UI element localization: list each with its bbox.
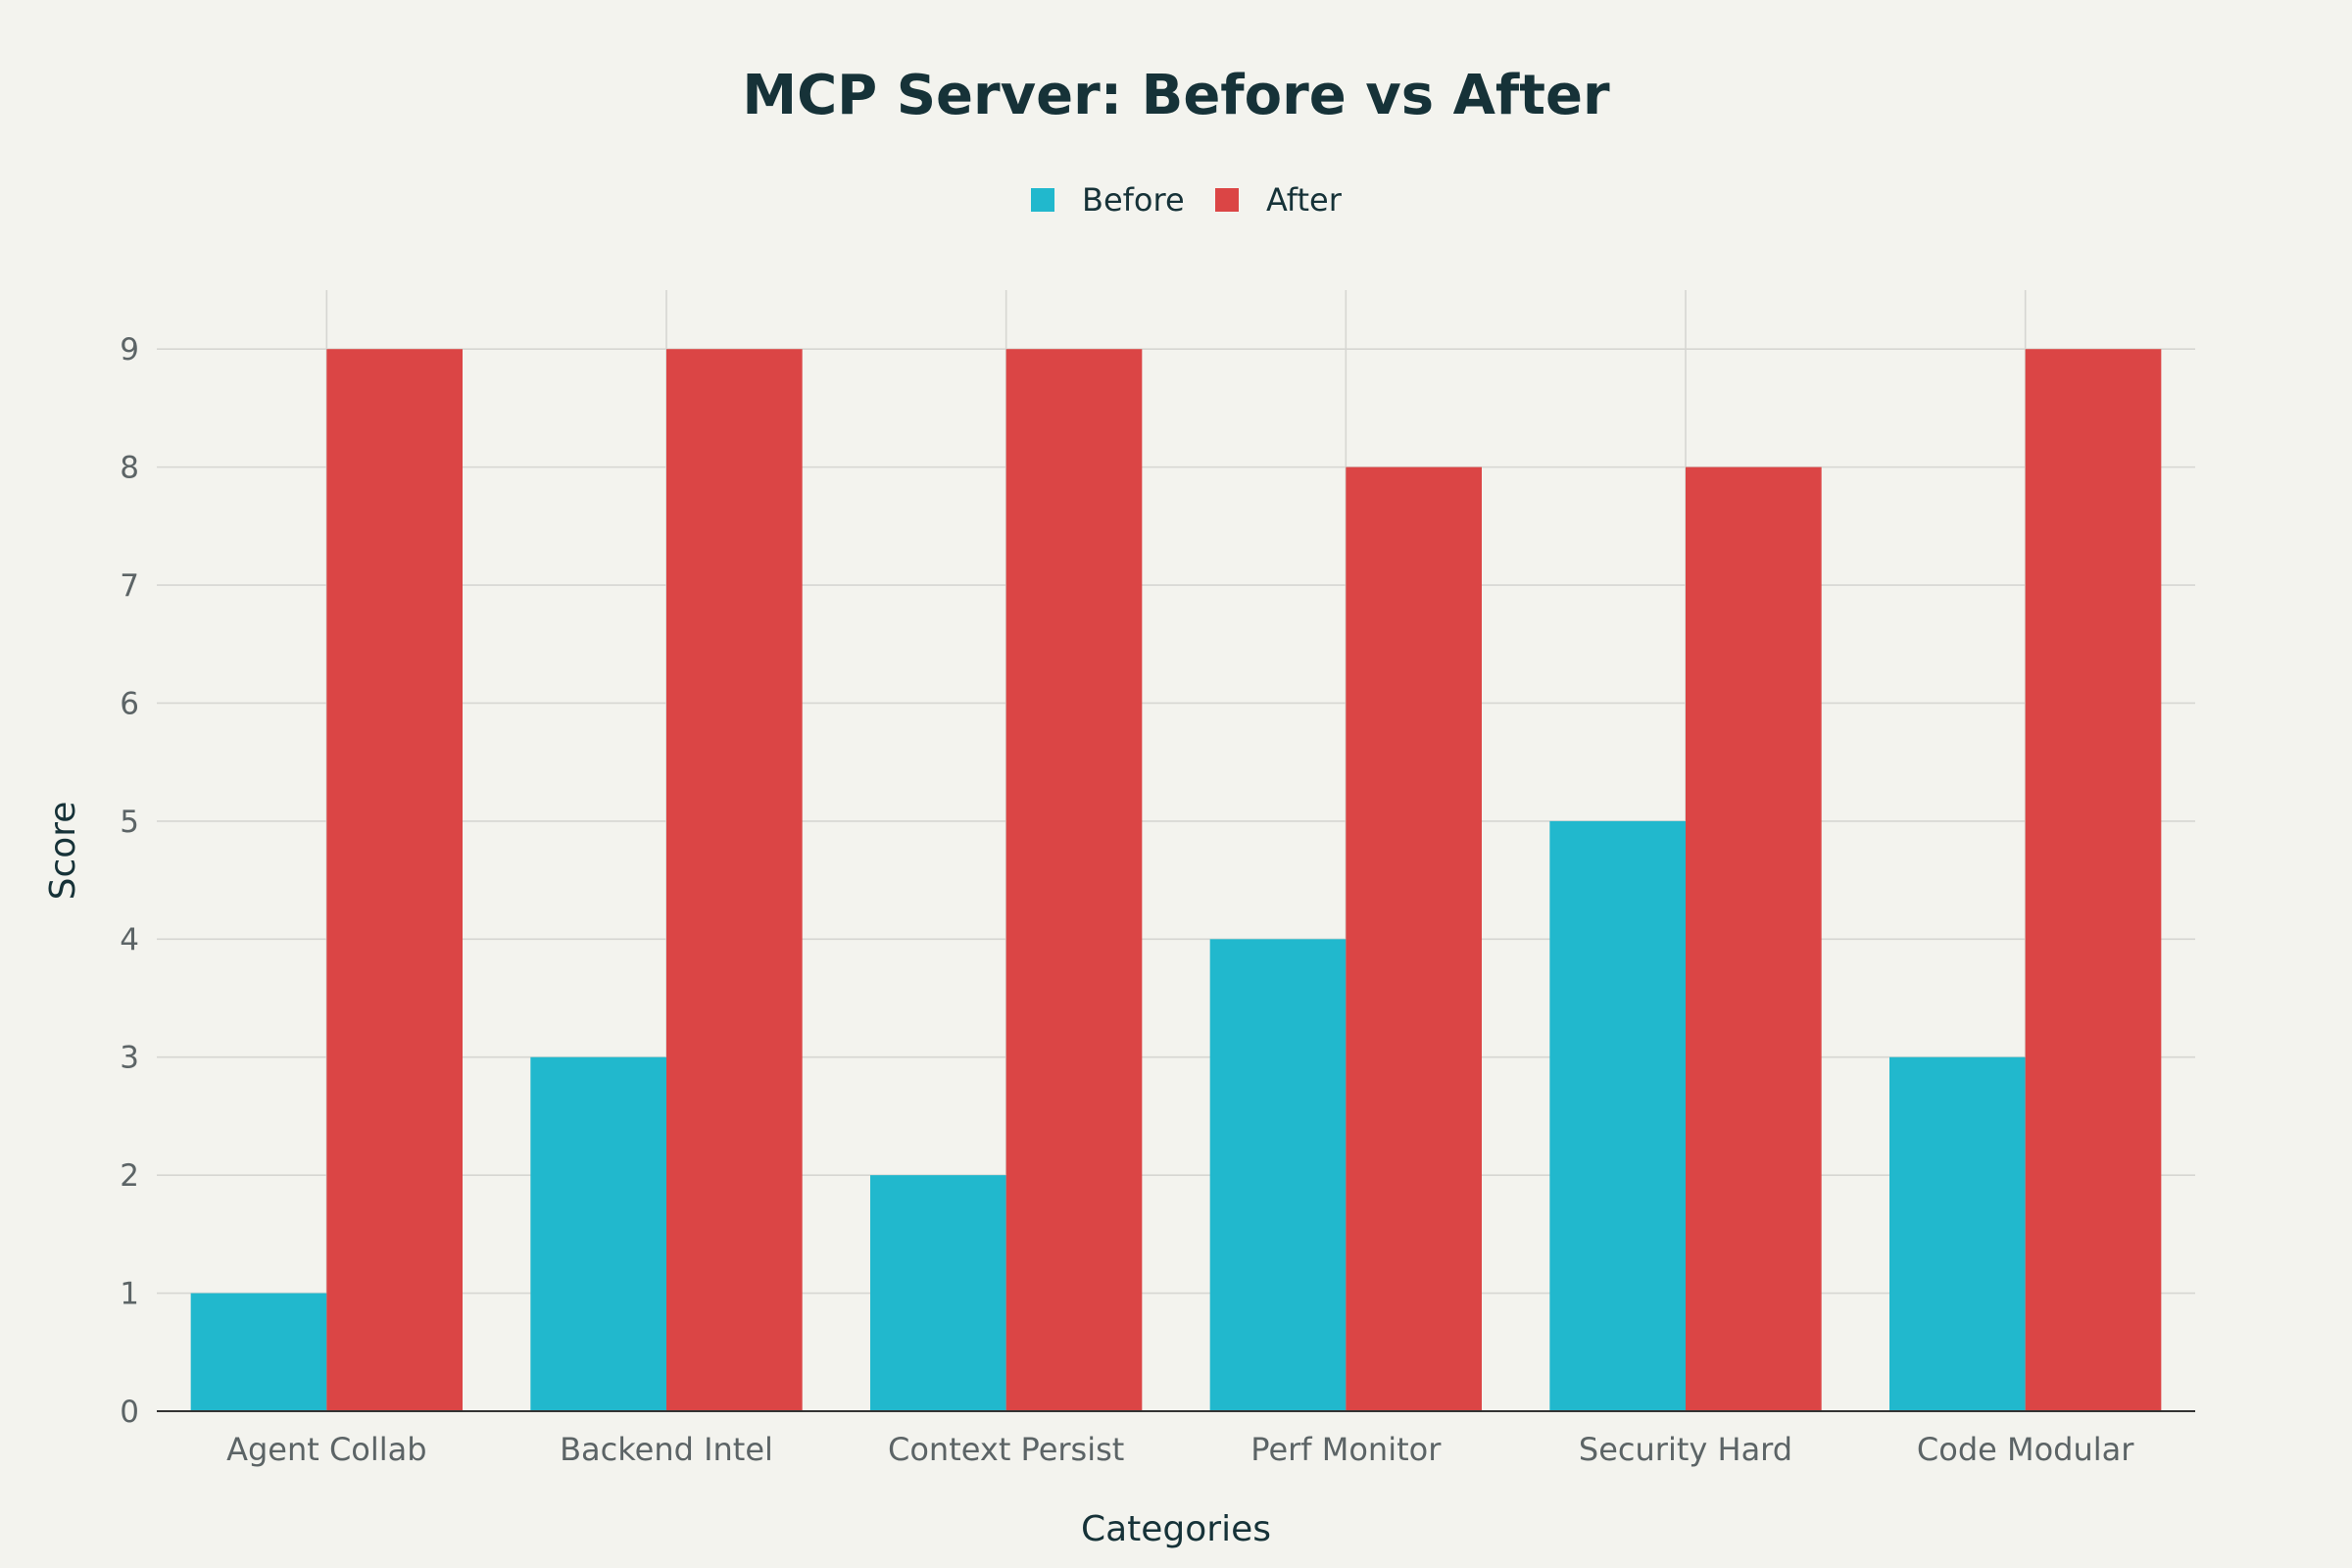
y-tick-label: 4 [120, 922, 139, 957]
bars [190, 349, 2162, 1411]
y-tick-label: 0 [120, 1395, 139, 1430]
y-axis-title: Score [43, 802, 83, 901]
bar-after-context-persist [1005, 349, 1143, 1411]
legend: Before After [1031, 181, 1343, 219]
y-tick-label: 5 [120, 805, 139, 840]
legend-swatch-after [1215, 188, 1239, 212]
y-tick-labels: 0 1 2 3 4 5 6 7 8 9 [120, 332, 139, 1430]
bar-before-agent-collab [190, 1293, 327, 1411]
bar-before-security-hard [1549, 820, 1686, 1411]
x-axis-title: Categories [1081, 1509, 1271, 1549]
bar-before-backend-intel [530, 1056, 666, 1411]
y-tick-label: 3 [120, 1041, 139, 1076]
legend-label-before: Before [1082, 181, 1185, 219]
y-tick-label: 1 [120, 1277, 139, 1312]
x-tick-label: Backend Intel [560, 1431, 773, 1468]
x-tick-label: Security Hard [1579, 1431, 1792, 1468]
bar-before-perf-monitor [1209, 939, 1347, 1411]
y-tick-label: 8 [120, 451, 139, 486]
bar-before-context-persist [870, 1175, 1006, 1411]
bar-after-agent-collab [326, 349, 463, 1411]
x-tick-label: Context Persist [888, 1431, 1124, 1468]
x-tick-labels: Agent Collab Backend Intel Context Persist… [226, 1431, 2134, 1468]
y-tick-label: 6 [120, 686, 139, 721]
bar-after-code-modular [2025, 349, 2162, 1411]
bar-before-code-modular [1889, 1056, 2026, 1411]
y-tick-label: 7 [120, 568, 139, 604]
y-tick-label: 2 [120, 1158, 139, 1194]
x-tick-label: Code Modular [1917, 1431, 2134, 1468]
bar-after-backend-intel [666, 349, 803, 1411]
x-tick-label: Agent Collab [226, 1431, 427, 1468]
chart-title: MCP Server: Before vs After [742, 64, 1610, 127]
bar-after-security-hard [1686, 466, 1822, 1411]
y-tick-label: 9 [120, 332, 139, 368]
legend-swatch-before [1031, 188, 1054, 212]
x-tick-label: Perf Monitor [1250, 1431, 1442, 1468]
legend-label-after: After [1266, 181, 1343, 219]
bar-after-perf-monitor [1346, 466, 1482, 1411]
